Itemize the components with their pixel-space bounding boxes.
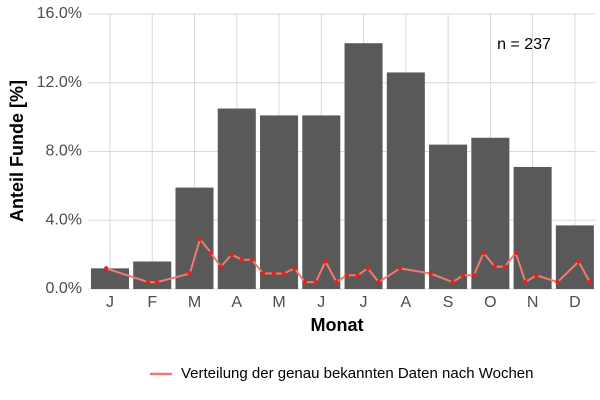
bar xyxy=(386,72,425,289)
line-point xyxy=(197,236,203,242)
bar xyxy=(302,115,341,289)
line-point xyxy=(460,273,466,278)
x-tick-label: A xyxy=(231,294,242,311)
x-tick-label: J xyxy=(106,294,114,311)
line-point xyxy=(313,279,318,285)
line-point xyxy=(576,259,581,264)
legend-label: Verteilung der genau bekannten Daten nac… xyxy=(181,365,534,382)
y-axis-title: Anteil Funde [%] xyxy=(7,80,27,222)
x-tick-label: J xyxy=(317,294,325,311)
line-point xyxy=(334,279,339,285)
bar xyxy=(90,268,129,289)
x-tick-label: A xyxy=(400,294,411,311)
bar xyxy=(260,115,299,289)
line-point xyxy=(292,266,297,271)
line-point xyxy=(271,271,277,276)
line-point xyxy=(229,252,234,257)
line-point xyxy=(249,257,255,262)
line-point xyxy=(323,259,328,264)
line-point xyxy=(239,257,245,262)
line-point xyxy=(302,279,308,285)
line-point xyxy=(365,266,370,271)
line-point xyxy=(492,264,497,269)
x-tick-label: J xyxy=(360,294,368,311)
bar xyxy=(429,144,468,289)
line-point xyxy=(260,271,266,276)
bar xyxy=(217,108,256,289)
line-point xyxy=(218,264,223,269)
x-tick-label: D xyxy=(569,294,581,311)
line-point xyxy=(587,279,592,285)
x-tick-label: O xyxy=(484,294,496,311)
y-tick-label: 0.0% xyxy=(46,280,82,297)
y-tick-label: 8.0% xyxy=(46,143,82,160)
line-point xyxy=(376,279,381,285)
x-tick-label: N xyxy=(527,294,539,311)
line-point xyxy=(397,266,403,271)
line-series xyxy=(105,237,591,284)
x-axis-title: Monat xyxy=(311,315,364,335)
line-point xyxy=(187,271,193,276)
line-point xyxy=(428,271,433,276)
y-tick-label: 4.0% xyxy=(46,211,82,228)
bar xyxy=(513,166,552,289)
line-point xyxy=(355,273,360,278)
line-point xyxy=(281,271,286,276)
line-point xyxy=(555,279,560,285)
line-point xyxy=(450,279,455,285)
bar xyxy=(344,43,383,289)
line-point xyxy=(154,279,160,285)
y-tick-label: 12.0% xyxy=(37,74,82,91)
line-point xyxy=(534,273,539,278)
x-tick-label: F xyxy=(147,294,157,311)
bar xyxy=(133,261,172,289)
annotation: n = 237 xyxy=(497,36,551,53)
x-tick-label: M xyxy=(188,294,201,311)
line-point xyxy=(513,250,518,256)
x-tick-label: M xyxy=(272,294,285,311)
line-point xyxy=(471,273,477,278)
x-tick-label: S xyxy=(443,294,454,311)
line-point xyxy=(145,279,151,285)
line-point xyxy=(502,264,507,269)
line-point xyxy=(344,273,349,278)
line-point xyxy=(523,279,528,285)
line-point xyxy=(208,250,214,256)
line-point xyxy=(103,266,109,271)
bar xyxy=(175,187,214,289)
bar xyxy=(471,137,510,289)
line-point xyxy=(481,250,486,256)
y-tick-label: 16.0% xyxy=(37,5,82,22)
